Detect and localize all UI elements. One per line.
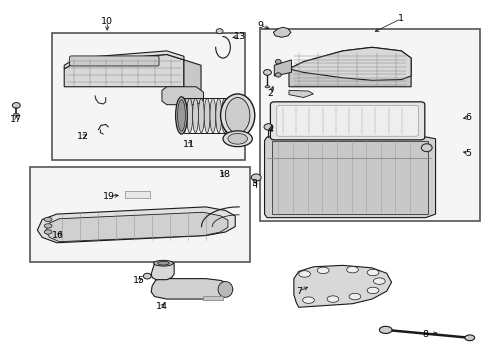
Ellipse shape — [373, 278, 385, 284]
Polygon shape — [289, 47, 411, 87]
Ellipse shape — [181, 98, 187, 133]
Bar — [125, 191, 150, 198]
Bar — [203, 296, 223, 301]
Polygon shape — [46, 212, 228, 242]
Ellipse shape — [275, 59, 281, 64]
Polygon shape — [265, 137, 436, 218]
Text: 5: 5 — [466, 149, 472, 158]
Text: 17: 17 — [10, 114, 23, 123]
Bar — [52, 33, 245, 160]
FancyBboxPatch shape — [70, 56, 159, 66]
Ellipse shape — [187, 98, 193, 133]
Text: 12: 12 — [77, 132, 89, 141]
Text: 19: 19 — [103, 192, 115, 201]
Ellipse shape — [265, 86, 270, 88]
Text: 1: 1 — [398, 14, 404, 23]
Ellipse shape — [13, 113, 19, 116]
Polygon shape — [272, 140, 428, 214]
Ellipse shape — [379, 326, 392, 333]
Text: 11: 11 — [183, 140, 196, 149]
Ellipse shape — [223, 131, 252, 147]
Ellipse shape — [264, 69, 271, 75]
FancyBboxPatch shape — [270, 102, 425, 140]
Ellipse shape — [275, 73, 281, 77]
Ellipse shape — [349, 293, 361, 300]
Polygon shape — [64, 54, 184, 87]
Ellipse shape — [220, 94, 255, 137]
Ellipse shape — [318, 267, 329, 274]
Text: 14: 14 — [156, 302, 168, 311]
Text: 7: 7 — [296, 287, 302, 296]
Ellipse shape — [44, 217, 52, 222]
Polygon shape — [289, 47, 411, 80]
Ellipse shape — [216, 98, 221, 133]
Text: 15: 15 — [132, 276, 145, 285]
Ellipse shape — [158, 261, 169, 265]
Text: 13: 13 — [234, 32, 246, 41]
Ellipse shape — [251, 174, 261, 181]
Ellipse shape — [44, 230, 52, 234]
Ellipse shape — [299, 271, 311, 277]
Polygon shape — [289, 90, 314, 98]
Ellipse shape — [227, 98, 233, 133]
Ellipse shape — [465, 335, 475, 341]
Ellipse shape — [218, 282, 233, 297]
Polygon shape — [151, 263, 174, 280]
Polygon shape — [184, 60, 201, 92]
FancyBboxPatch shape — [277, 105, 418, 136]
Polygon shape — [162, 87, 203, 105]
Text: 8: 8 — [423, 330, 429, 339]
Bar — [260, 30, 480, 221]
Ellipse shape — [175, 97, 187, 134]
Text: 6: 6 — [466, 113, 472, 122]
Ellipse shape — [210, 98, 216, 133]
Ellipse shape — [198, 98, 204, 133]
Ellipse shape — [225, 98, 250, 134]
Polygon shape — [294, 265, 392, 307]
Text: 3: 3 — [252, 179, 258, 188]
Ellipse shape — [264, 124, 273, 130]
Ellipse shape — [303, 297, 315, 303]
Polygon shape — [151, 279, 233, 299]
Ellipse shape — [346, 266, 358, 273]
Text: 4: 4 — [268, 125, 273, 134]
Ellipse shape — [367, 269, 379, 276]
Bar — [30, 167, 250, 262]
Ellipse shape — [421, 144, 432, 152]
Ellipse shape — [12, 103, 20, 108]
Ellipse shape — [154, 260, 173, 266]
Ellipse shape — [221, 98, 227, 133]
Ellipse shape — [327, 296, 339, 302]
Ellipse shape — [216, 29, 223, 34]
Polygon shape — [64, 51, 184, 69]
Text: 10: 10 — [101, 17, 113, 26]
Text: 16: 16 — [52, 231, 64, 240]
Ellipse shape — [44, 224, 52, 228]
Text: 18: 18 — [219, 170, 230, 179]
Polygon shape — [273, 27, 291, 37]
Text: 2: 2 — [268, 89, 273, 98]
Ellipse shape — [193, 98, 198, 133]
Ellipse shape — [228, 134, 247, 144]
Text: 9: 9 — [258, 21, 264, 30]
Polygon shape — [274, 60, 292, 76]
Ellipse shape — [204, 98, 210, 133]
Polygon shape — [37, 207, 235, 243]
Ellipse shape — [177, 100, 185, 131]
Ellipse shape — [144, 273, 151, 279]
Ellipse shape — [367, 287, 379, 294]
